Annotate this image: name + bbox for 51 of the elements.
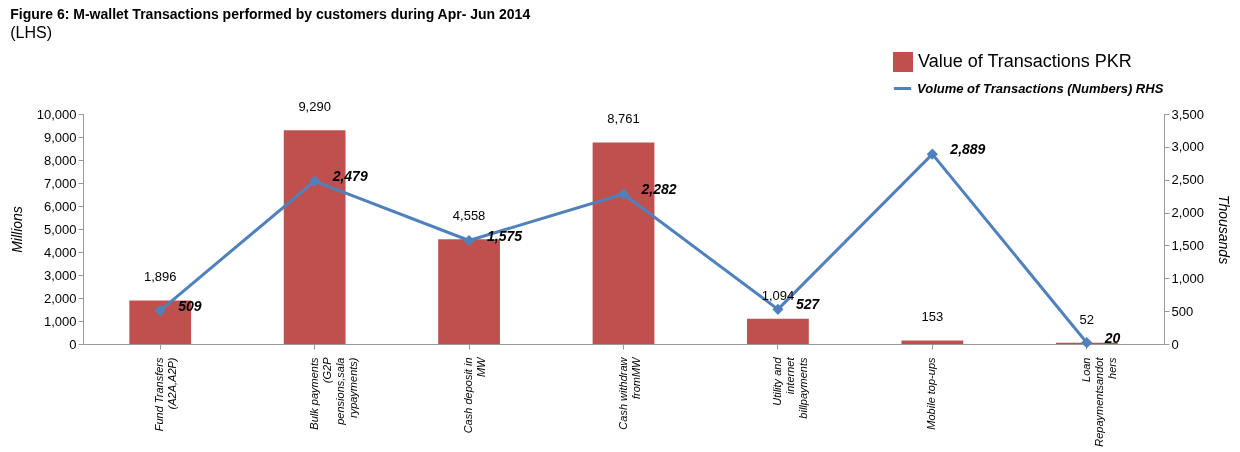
y2-axis-title: Thousands	[1216, 194, 1233, 265]
y2-tick-label: 2,500	[1171, 172, 1205, 188]
data-label: 9,290	[298, 99, 331, 115]
y-tick-label: 9,000	[43, 129, 77, 145]
y-axis-title: Millions	[8, 206, 25, 253]
point	[155, 305, 166, 316]
point	[772, 304, 784, 315]
x-tick-label: Mobile top-ups	[925, 357, 938, 430]
bar	[747, 318, 809, 344]
y-tick-label: 3,000	[43, 267, 77, 283]
x-tick-label: Fund Transfers (A2A,A2P)	[153, 357, 179, 432]
data-label: 153	[921, 309, 944, 325]
y-tick-label: 4,000	[43, 244, 77, 260]
data-label: 1,896	[143, 269, 177, 285]
y2-tick-label: 500	[1171, 303, 1194, 319]
y2-tick-label: 2,000	[1171, 205, 1205, 221]
y-tick-label: 0	[69, 336, 77, 352]
data-label: 527	[795, 296, 821, 313]
x-tick-label: Bulk payments (G2P pensions,sala rypayments)	[307, 356, 359, 430]
point	[1081, 337, 1092, 348]
legend-label: Value of Transactions PKR	[918, 51, 1132, 71]
bar	[901, 340, 964, 344]
y2-tick-label: 3,500	[1171, 106, 1205, 122]
y-tick-label: 5,000	[43, 221, 77, 237]
point	[618, 188, 629, 200]
x-tick-label: Cash deposit in MW	[462, 355, 488, 434]
data-label: 52	[1079, 311, 1095, 327]
y-tick-label: 10,000	[36, 106, 77, 122]
chart-subtitle: (LHS)	[10, 24, 53, 41]
point	[927, 148, 938, 160]
data-label: 4,558	[452, 208, 486, 224]
data-label: 2,889	[949, 141, 986, 158]
y-tick-label: 2,000	[43, 290, 77, 306]
data-label: 8,761	[607, 111, 640, 127]
point	[463, 235, 475, 246]
y2-tick-label: 0	[1171, 336, 1179, 352]
data-label: 1,575	[487, 227, 523, 244]
y-tick-label: 1,000	[43, 313, 77, 329]
x-tick-label: Utility and internet billpayments	[770, 356, 809, 419]
y-tick-label: 7,000	[43, 175, 77, 191]
legend-label: Volume of Transactions (Numbers) RHS	[917, 80, 1164, 96]
y2-tick-label: 3,000	[1171, 139, 1205, 155]
x-tick-label: Cash withdraw fromMW	[616, 355, 642, 430]
point	[309, 175, 320, 187]
y2-tick-label: 1,500	[1171, 237, 1205, 253]
x-tick-label: Loan Repaymentsandot hers	[1079, 356, 1118, 447]
y-tick-label: 6,000	[43, 198, 77, 214]
y2-tick-label: 1,000	[1171, 270, 1205, 286]
y-tick-label: 8,000	[43, 152, 77, 168]
data-label: 20	[1103, 329, 1121, 346]
chart-title: Figure 6: M-wallet Transactions performed by customers during Apr- Jun 2014	[10, 6, 531, 22]
